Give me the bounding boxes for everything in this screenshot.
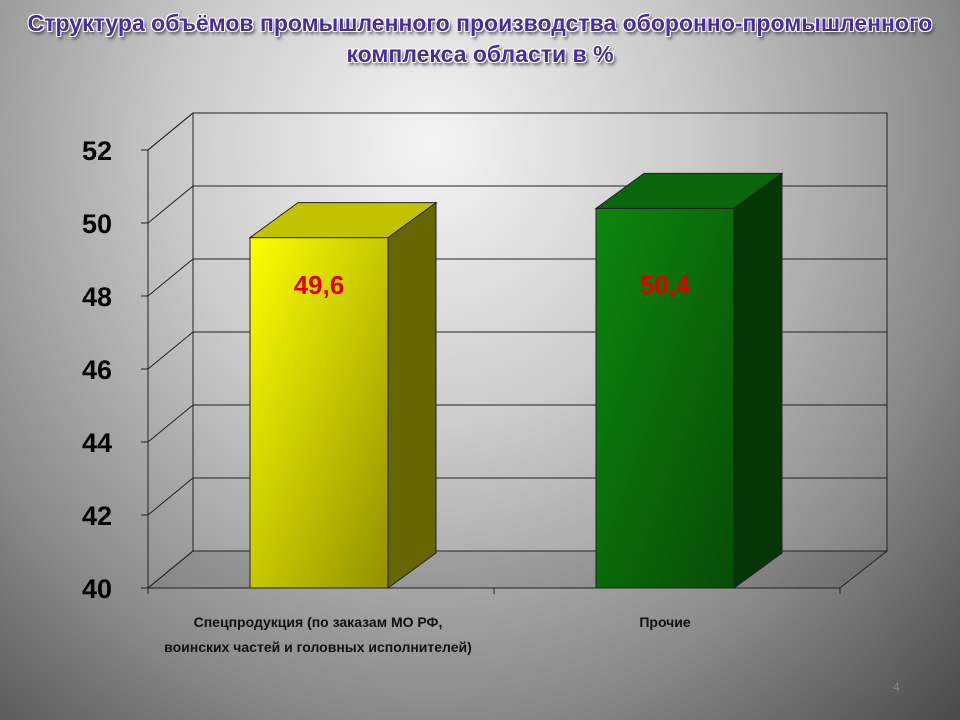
x-tick-label: Прочие	[639, 614, 691, 630]
grid-line	[147, 550, 194, 589]
grid-line	[147, 258, 194, 297]
bar	[249, 237, 389, 589]
grid-line	[147, 112, 194, 151]
y-tick-label: 44	[82, 428, 112, 458]
grid-line	[147, 185, 194, 224]
grid-line	[147, 404, 194, 443]
data-label: 49,6	[294, 270, 345, 300]
bar-top	[594, 172, 784, 209]
grid-line	[147, 477, 194, 516]
chart-title: Структура объёмов промышленного производ…	[27, 10, 933, 67]
y-tick-label: 50	[82, 209, 112, 239]
y-tick-label: 48	[82, 282, 112, 312]
y-tick-label: 42	[82, 501, 112, 531]
bar	[595, 207, 735, 589]
data-label: 50,4	[640, 270, 691, 300]
bar-top	[248, 202, 438, 239]
slide-number: 4	[893, 680, 900, 694]
x-tick-label: Спецпродукция (по заказам МО РФ, воински…	[164, 614, 472, 655]
grid-line	[147, 331, 194, 370]
bar-side	[733, 172, 783, 589]
y-tick-label: 40	[82, 574, 112, 604]
bar-side	[387, 201, 437, 589]
y-tick-label: 46	[82, 355, 112, 385]
y-tick-label: 52	[82, 136, 112, 166]
